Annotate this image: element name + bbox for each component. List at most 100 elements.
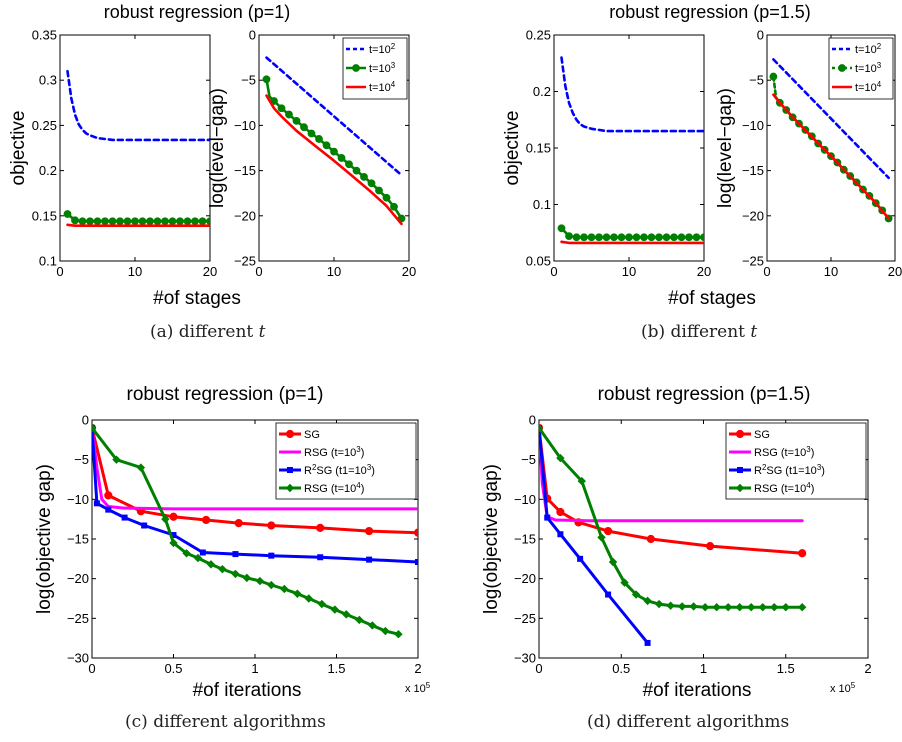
x-tick-label: 0 [535, 661, 542, 676]
data-point [267, 580, 276, 590]
x-tick-label: 10 [824, 264, 838, 279]
data-point [572, 233, 581, 242]
data-point [602, 233, 611, 242]
data-point [138, 217, 147, 226]
data-point [781, 603, 790, 612]
data-point [577, 476, 586, 486]
y-tick-label: −25 [514, 611, 536, 626]
chart-title: robust regression (p=1.5) [609, 2, 811, 22]
data-point [355, 615, 364, 625]
data-point [647, 233, 656, 242]
data-point [168, 217, 177, 226]
y-tick-label: −30 [67, 651, 89, 666]
data-point [654, 599, 664, 609]
data-point [712, 603, 721, 612]
y-tick-label: −25 [67, 611, 89, 626]
y-axis-label: log(objective gap) [34, 464, 55, 614]
data-point [610, 233, 618, 242]
data-point [218, 564, 227, 574]
x-tick-label: 1.5 [327, 661, 345, 676]
chart-b-levelgap: 0 10 20−25−20−15−10−50log(level−gap)t=102t… [715, 28, 902, 280]
y-tick-label: 0.1 [533, 197, 551, 212]
legend-label: t=103 [855, 61, 882, 76]
x-axis-label: #of iterations [193, 680, 302, 701]
data-point [689, 602, 698, 611]
data-point [199, 549, 206, 556]
data-point [169, 512, 178, 521]
data-point [365, 526, 374, 536]
data-point [723, 603, 733, 612]
data-point [121, 514, 128, 521]
x-tick-label: 10 [128, 264, 142, 279]
data-point [123, 217, 132, 226]
data-point [105, 506, 112, 513]
data-point [206, 217, 210, 226]
axes-box [553, 34, 705, 262]
data-point [577, 555, 584, 562]
y-tick-label: 0.3 [39, 73, 57, 88]
data-point [293, 589, 302, 598]
data-point [161, 514, 170, 524]
y-tick-label: 0.35 [32, 28, 57, 43]
series-line-0 [66, 69, 210, 142]
series-line-0 [265, 56, 403, 177]
data-point [141, 522, 148, 529]
data-point [78, 217, 87, 226]
y-tick-label: −20 [514, 571, 536, 586]
data-point [317, 599, 327, 609]
y-tick-label: 0.05 [526, 254, 551, 269]
y-tick-label: −15 [234, 163, 256, 178]
y-tick-label: −15 [67, 532, 89, 547]
chart-title: robust regression (p=1) [104, 2, 291, 22]
data-point [539, 423, 544, 433]
data-point [342, 610, 351, 619]
data-point [170, 532, 177, 539]
y-tick-label: −5 [74, 452, 89, 467]
series-line-2 [772, 93, 890, 220]
data-point [670, 233, 678, 242]
legend-label: t=104 [855, 80, 882, 95]
series-group [539, 423, 807, 646]
data-point [605, 591, 612, 598]
x-axis-label: #of stages [668, 288, 756, 309]
series-line-0 [560, 56, 704, 133]
x-tick-label: 1 [251, 661, 258, 676]
chart-a-objective: 0 10 20 0.1 0.15 0.2 0.25 0.3 0.35 robust regress… [8, 2, 290, 309]
data-point [375, 186, 383, 195]
y-tick-label: −10 [234, 118, 256, 133]
data-point [108, 217, 117, 226]
legend: t=102 t=103 t=104 [342, 37, 408, 100]
series-group [557, 56, 704, 245]
data-point [381, 626, 390, 636]
data-point [352, 166, 361, 175]
data-point [267, 521, 276, 530]
legend-marker [287, 467, 293, 473]
legend-label: R2SG (t1=103) [304, 463, 375, 478]
data-point [735, 603, 744, 612]
x-tick-label: 0 [56, 264, 63, 279]
y-tick-label: 0.25 [32, 118, 57, 133]
data-point [63, 210, 72, 218]
legend-label: RSG (t=104) [304, 481, 364, 496]
data-point [292, 116, 301, 125]
series-line-0 [772, 58, 890, 180]
data-point [565, 232, 573, 241]
legend-box [725, 422, 867, 500]
legend: SG RSG (t=103) R2SG (t1=103) RSG (t=104) [275, 422, 417, 500]
data-point [367, 179, 376, 188]
data-point [300, 123, 308, 132]
legend-label: t=104 [369, 80, 396, 95]
data-point [798, 549, 807, 558]
data-point [556, 507, 565, 517]
series-line-2 [66, 223, 210, 227]
series-group [63, 69, 210, 227]
x-tick-label: 20 [203, 264, 217, 279]
caption-d: (d) different algorithms [587, 712, 789, 732]
y-tick-label: 0 [529, 413, 536, 428]
caption-a-math: t [258, 322, 266, 342]
data-point [625, 233, 633, 242]
data-point [234, 519, 243, 528]
legend-box [275, 422, 417, 500]
data-point [317, 554, 324, 561]
